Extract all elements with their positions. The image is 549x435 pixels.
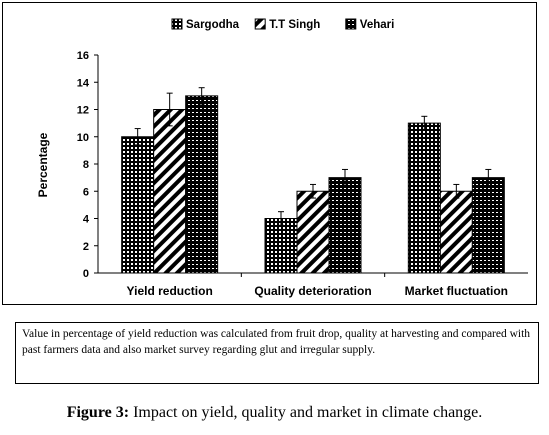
chart-axes: 0 2 4 6 8 10 12 14 16 Yield reduction Quality dete… bbox=[77, 50, 528, 298]
bar-chart: Sargodha T.T Singh Vehari Percentage 0 2 4 6 8… bbox=[36, 18, 528, 298]
legend-swatch bbox=[345, 18, 357, 30]
x-tick-label: Market fluctuation bbox=[405, 284, 508, 298]
chart-legend: Sargodha T.T Singh Vehari bbox=[171, 18, 395, 31]
bar bbox=[296, 190, 330, 274]
caption-text: Impact on yield, quality and market in c… bbox=[129, 404, 483, 421]
legend-label: T.T Singh bbox=[269, 19, 320, 31]
y-tick-label: 14 bbox=[77, 77, 90, 89]
legend-label: Sargodha bbox=[186, 19, 240, 31]
y-tick-label: 4 bbox=[83, 214, 90, 226]
bar bbox=[153, 109, 187, 274]
y-axis-label: Percentage bbox=[36, 132, 50, 197]
bar bbox=[264, 218, 298, 274]
legend-swatch bbox=[254, 18, 266, 30]
bar bbox=[471, 177, 505, 274]
y-tick-label: 2 bbox=[83, 241, 89, 253]
bar bbox=[185, 95, 219, 274]
y-tick-label: 12 bbox=[77, 105, 89, 117]
caption-label: Figure 3: bbox=[66, 404, 130, 421]
y-tick-label: 10 bbox=[77, 132, 89, 144]
legend-swatch bbox=[171, 18, 183, 30]
legend-label: Vehari bbox=[360, 19, 395, 31]
bar bbox=[328, 177, 362, 274]
y-tick-label: 0 bbox=[83, 268, 89, 280]
note-box: Value in percentage of yield reduction w… bbox=[15, 322, 539, 384]
bar bbox=[407, 122, 441, 274]
figure-caption: Figure 3: Impact on yield, quality and m… bbox=[0, 404, 549, 422]
x-tick-label: Quality deterioration bbox=[254, 284, 371, 298]
y-tick-label: 8 bbox=[83, 159, 89, 171]
y-tick-label: 6 bbox=[83, 186, 89, 198]
bar bbox=[121, 136, 155, 274]
chart-bars bbox=[121, 87, 505, 274]
x-tick-label: Yield reduction bbox=[127, 284, 213, 298]
bar bbox=[439, 190, 473, 274]
note-text: Value in percentage of yield reduction w… bbox=[22, 328, 531, 356]
chart-frame: Sargodha T.T Singh Vehari Percentage 0 2 4 6 8… bbox=[2, 2, 537, 305]
y-tick-label: 16 bbox=[77, 50, 89, 62]
